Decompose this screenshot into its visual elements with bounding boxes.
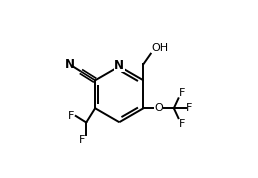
- Text: F: F: [68, 111, 74, 121]
- Text: F: F: [179, 88, 185, 98]
- Text: OH: OH: [151, 43, 168, 53]
- Text: F: F: [186, 103, 193, 113]
- Text: F: F: [179, 119, 185, 129]
- Text: F: F: [78, 135, 85, 145]
- Text: N: N: [114, 59, 124, 72]
- Text: N: N: [65, 58, 75, 71]
- Text: O: O: [154, 103, 163, 113]
